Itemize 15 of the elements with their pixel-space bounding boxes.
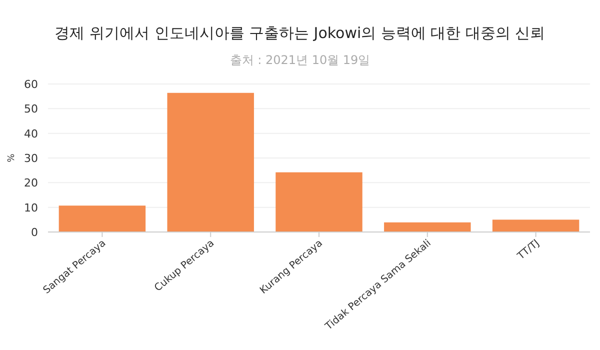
bar [276,172,362,232]
chart-title: 경제 위기에서 인도네시아를 구출하는 Jokowi의 능력에 대한 대중의 신뢰 [54,24,546,42]
bar [167,92,254,232]
y-tick-label: 30 [24,152,38,165]
y-tick-label: 50 [24,102,38,116]
bar [492,220,580,232]
y-tick-label: 10 [24,201,38,214]
bar [384,222,471,232]
bar [58,206,146,232]
y-tick-label: 0 [31,226,38,239]
y-tick-label: 20 [24,176,38,190]
y-tick-label: 40 [24,127,38,140]
y-axis-title: % [7,153,17,162]
y-tick-label: 60 [24,78,38,91]
chart-subtitle: 출처 : 2021년 10월 19일 [230,53,370,67]
